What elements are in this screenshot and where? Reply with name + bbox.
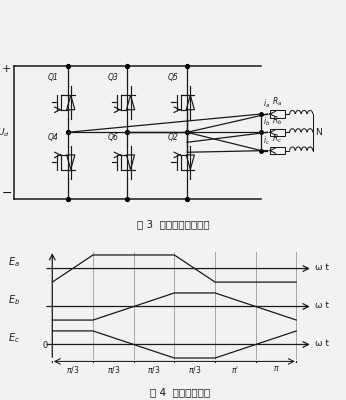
Text: ω t: ω t	[316, 339, 329, 348]
Text: Q5: Q5	[167, 73, 179, 82]
Bar	[270, 110, 285, 118]
Text: $R_a$: $R_a$	[272, 96, 283, 108]
Text: ω t: ω t	[316, 263, 329, 272]
Text: Q6: Q6	[108, 133, 119, 142]
Text: Q4: Q4	[48, 133, 59, 142]
Text: $\pi'$: $\pi'$	[231, 364, 239, 375]
Text: N: N	[316, 128, 322, 137]
Bar	[270, 129, 285, 136]
Text: $i_a$: $i_a$	[263, 98, 270, 110]
Text: $\pi/3$: $\pi/3$	[147, 364, 161, 375]
Text: 0: 0	[43, 341, 48, 350]
Bar	[270, 147, 285, 154]
Text: +: +	[2, 64, 12, 74]
Text: $E_a$: $E_a$	[8, 256, 20, 269]
Text: $R_c$: $R_c$	[272, 132, 283, 145]
Text: $R_b$: $R_b$	[272, 114, 283, 127]
Text: $i_c$: $i_c$	[263, 134, 270, 146]
Text: $\pi/3$: $\pi/3$	[66, 364, 79, 375]
Text: $\pi/3$: $\pi/3$	[188, 364, 201, 375]
Text: $\pi$: $\pi$	[273, 364, 280, 373]
Text: −: −	[2, 187, 12, 200]
Text: 图 4  反电动势波形: 图 4 反电动势波形	[150, 388, 210, 398]
Text: Q2: Q2	[167, 133, 179, 142]
Text: $E_b$: $E_b$	[8, 294, 20, 307]
Text: ω t: ω t	[316, 301, 329, 310]
Text: $E_c$: $E_c$	[8, 332, 20, 345]
Text: Q1: Q1	[48, 73, 59, 82]
Text: $\pi/3$: $\pi/3$	[107, 364, 120, 375]
Text: 图 3  电机主回路电路图: 图 3 电机主回路电路图	[137, 219, 209, 229]
Text: $U_d$: $U_d$	[0, 126, 9, 138]
Text: $i_b$: $i_b$	[263, 116, 270, 128]
Text: Q3: Q3	[108, 73, 119, 82]
